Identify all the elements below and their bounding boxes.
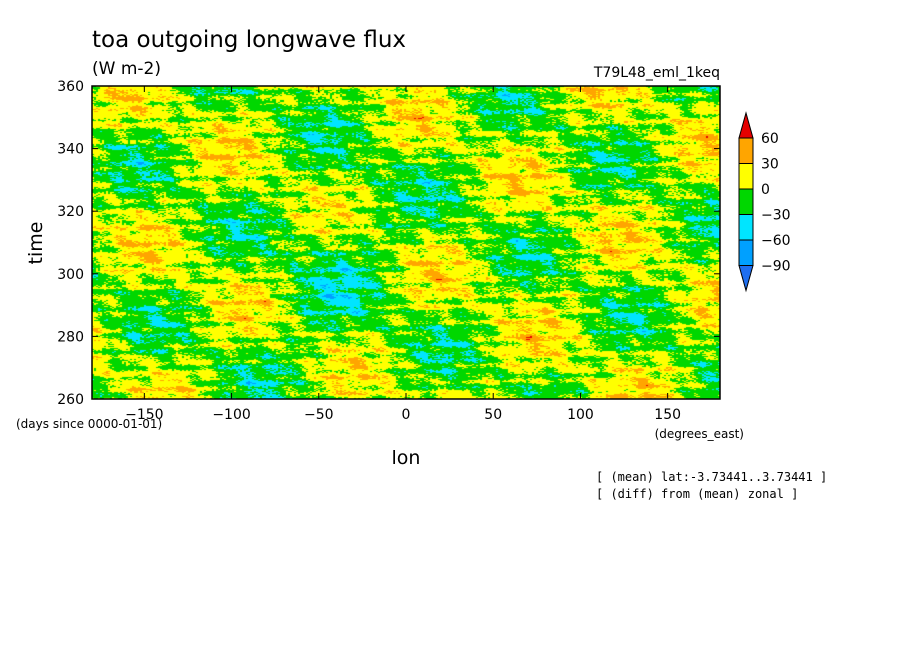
heatmap-raster xyxy=(92,86,720,399)
colorbar-label: 60 xyxy=(761,131,779,147)
note-line-1: [ (mean) lat:-3.73441..3.73441 ] xyxy=(596,470,827,484)
colorbar-label: −60 xyxy=(761,233,791,249)
colorbar-swatch xyxy=(738,188,754,215)
x-axis-units: (degrees_east) xyxy=(655,427,744,441)
chart-title: toa outgoing longwave flux xyxy=(92,27,406,53)
colorbar-label: 30 xyxy=(761,157,779,173)
chart-units: (W m-2) xyxy=(92,59,161,79)
run-label: T79L48_eml_1keq xyxy=(593,65,720,81)
colorbar-swatch xyxy=(738,239,754,266)
colorbar-label: −90 xyxy=(761,259,791,275)
colorbar-label: 0 xyxy=(761,182,770,198)
colorbar-cap-bottom xyxy=(738,265,754,293)
heatmap-field xyxy=(92,86,720,399)
y-axis-units: (days since 0000-01-01) xyxy=(16,417,162,431)
x-tick-label: 150 xyxy=(654,407,681,423)
y-axis: 260 280 300 320 340 360 xyxy=(57,79,720,408)
y-tick-label: 340 xyxy=(57,142,84,158)
y-tick-label: 320 xyxy=(57,204,84,220)
colorbar-label: −30 xyxy=(761,208,791,224)
x-tick-label: 50 xyxy=(484,407,502,423)
x-tick-label: 100 xyxy=(567,407,594,423)
y-tick-label: 280 xyxy=(57,329,84,345)
note-line-2: [ (diff) from (mean) zonal ] xyxy=(596,487,798,501)
colorbar-cap-top xyxy=(738,111,754,139)
x-axis: −150 −100 −50 0 50 100 150 xyxy=(125,86,681,423)
y-tick-label: 300 xyxy=(57,267,84,283)
x-tick-label: −150 xyxy=(125,407,163,423)
x-axis-label: lon xyxy=(392,447,421,469)
y-tick-label: 360 xyxy=(57,79,84,95)
colorbar-swatch xyxy=(738,137,754,164)
colorbar-swatch xyxy=(738,214,754,241)
y-axis-label: time xyxy=(25,222,47,265)
x-tick-label: −50 xyxy=(304,407,334,423)
colorbar: −90 −60 −30 0 30 60 xyxy=(738,111,791,293)
y-tick-label: 260 xyxy=(57,392,84,408)
colorbar-swatch xyxy=(738,163,754,190)
x-tick-label: 0 xyxy=(402,407,411,423)
x-tick-label: −100 xyxy=(212,407,250,423)
